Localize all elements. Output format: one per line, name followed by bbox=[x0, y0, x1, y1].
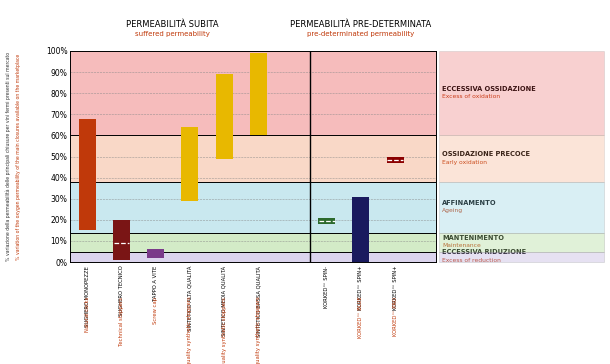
Text: % variation of the oxygen permeability of the main closures available on the mar: % variation of the oxygen permeability o… bbox=[16, 54, 21, 260]
Bar bbox=[70, 233, 436, 252]
Text: Early oxidation: Early oxidation bbox=[442, 160, 487, 165]
Bar bbox=[147, 249, 164, 258]
Text: PERMEABILITÀ PRE-DETERMINATA: PERMEABILITÀ PRE-DETERMINATA bbox=[290, 20, 431, 29]
Text: ECCESSIVA OSSIDAZIONE: ECCESSIVA OSSIDAZIONE bbox=[442, 86, 536, 92]
Bar bbox=[70, 51, 436, 135]
Text: ECCESSIVA RIDUZIONE: ECCESSIVA RIDUZIONE bbox=[442, 249, 526, 256]
Text: Maintenance: Maintenance bbox=[442, 243, 481, 248]
Bar bbox=[353, 197, 370, 262]
Text: pre-determinated permeability: pre-determinated permeability bbox=[307, 31, 415, 37]
Text: % variazione della permeabilità delle principali chiusure per vini fermi present: % variazione della permeabilità delle pr… bbox=[5, 52, 11, 261]
Text: OSSIDAZIONE PRECOCE: OSSIDAZIONE PRECOCE bbox=[442, 151, 530, 157]
Text: Natural corks: Natural corks bbox=[85, 297, 90, 332]
Text: Technical stoppers: Technical stoppers bbox=[119, 297, 124, 346]
Bar bbox=[318, 218, 336, 224]
Bar bbox=[249, 53, 267, 135]
Bar bbox=[215, 74, 232, 159]
Text: High quality synthetic stoppers: High quality synthetic stoppers bbox=[187, 297, 192, 364]
Text: KORKED™ SPIN-: KORKED™ SPIN- bbox=[324, 266, 329, 308]
Text: KORKED™ SPIN+: KORKED™ SPIN+ bbox=[359, 266, 364, 310]
Text: AFFINAMENTO: AFFINAMENTO bbox=[442, 200, 497, 206]
Text: KORKED™ BLUE: KORKED™ BLUE bbox=[359, 297, 364, 338]
Bar bbox=[70, 182, 436, 233]
Text: suffered permeability: suffered permeability bbox=[135, 31, 210, 37]
Bar bbox=[113, 220, 130, 260]
Bar bbox=[70, 252, 436, 262]
Text: SINTETICO MEDIA QUALITÀ: SINTETICO MEDIA QUALITÀ bbox=[221, 266, 227, 336]
Text: PERMEABILITÀ SUBITA: PERMEABILITÀ SUBITA bbox=[126, 20, 219, 29]
Bar bbox=[181, 127, 198, 201]
Text: Screw cap: Screw cap bbox=[153, 297, 158, 324]
Text: TAPPO A VITE: TAPPO A VITE bbox=[153, 266, 158, 301]
Text: Excess of oxidation: Excess of oxidation bbox=[442, 94, 500, 99]
Text: Excess of reduction: Excess of reduction bbox=[442, 258, 501, 263]
Bar bbox=[70, 135, 436, 182]
Text: Medium quality synthetic stoppers: Medium quality synthetic stoppers bbox=[221, 297, 226, 364]
Text: Low quality synthetic stoppers: Low quality synthetic stoppers bbox=[256, 297, 261, 364]
Text: MANTENIMENTO: MANTENIMENTO bbox=[442, 235, 504, 241]
Bar bbox=[79, 119, 96, 230]
Text: KORKED™ PRO: KORKED™ PRO bbox=[393, 297, 398, 336]
Text: Ageing: Ageing bbox=[442, 208, 464, 213]
Text: SINTETICO ALTA QUALITÀ: SINTETICO ALTA QUALITÀ bbox=[187, 266, 193, 331]
Text: SUGHERO MONOPEZZE: SUGHERO MONOPEZZE bbox=[85, 266, 90, 327]
Text: KORKED™ SPIN+: KORKED™ SPIN+ bbox=[393, 266, 398, 310]
Bar bbox=[387, 157, 404, 163]
Text: SINTETICO BASSA QUALITÀ: SINTETICO BASSA QUALITÀ bbox=[256, 266, 261, 337]
Text: SUGHERO TECNICO: SUGHERO TECNICO bbox=[119, 266, 124, 316]
